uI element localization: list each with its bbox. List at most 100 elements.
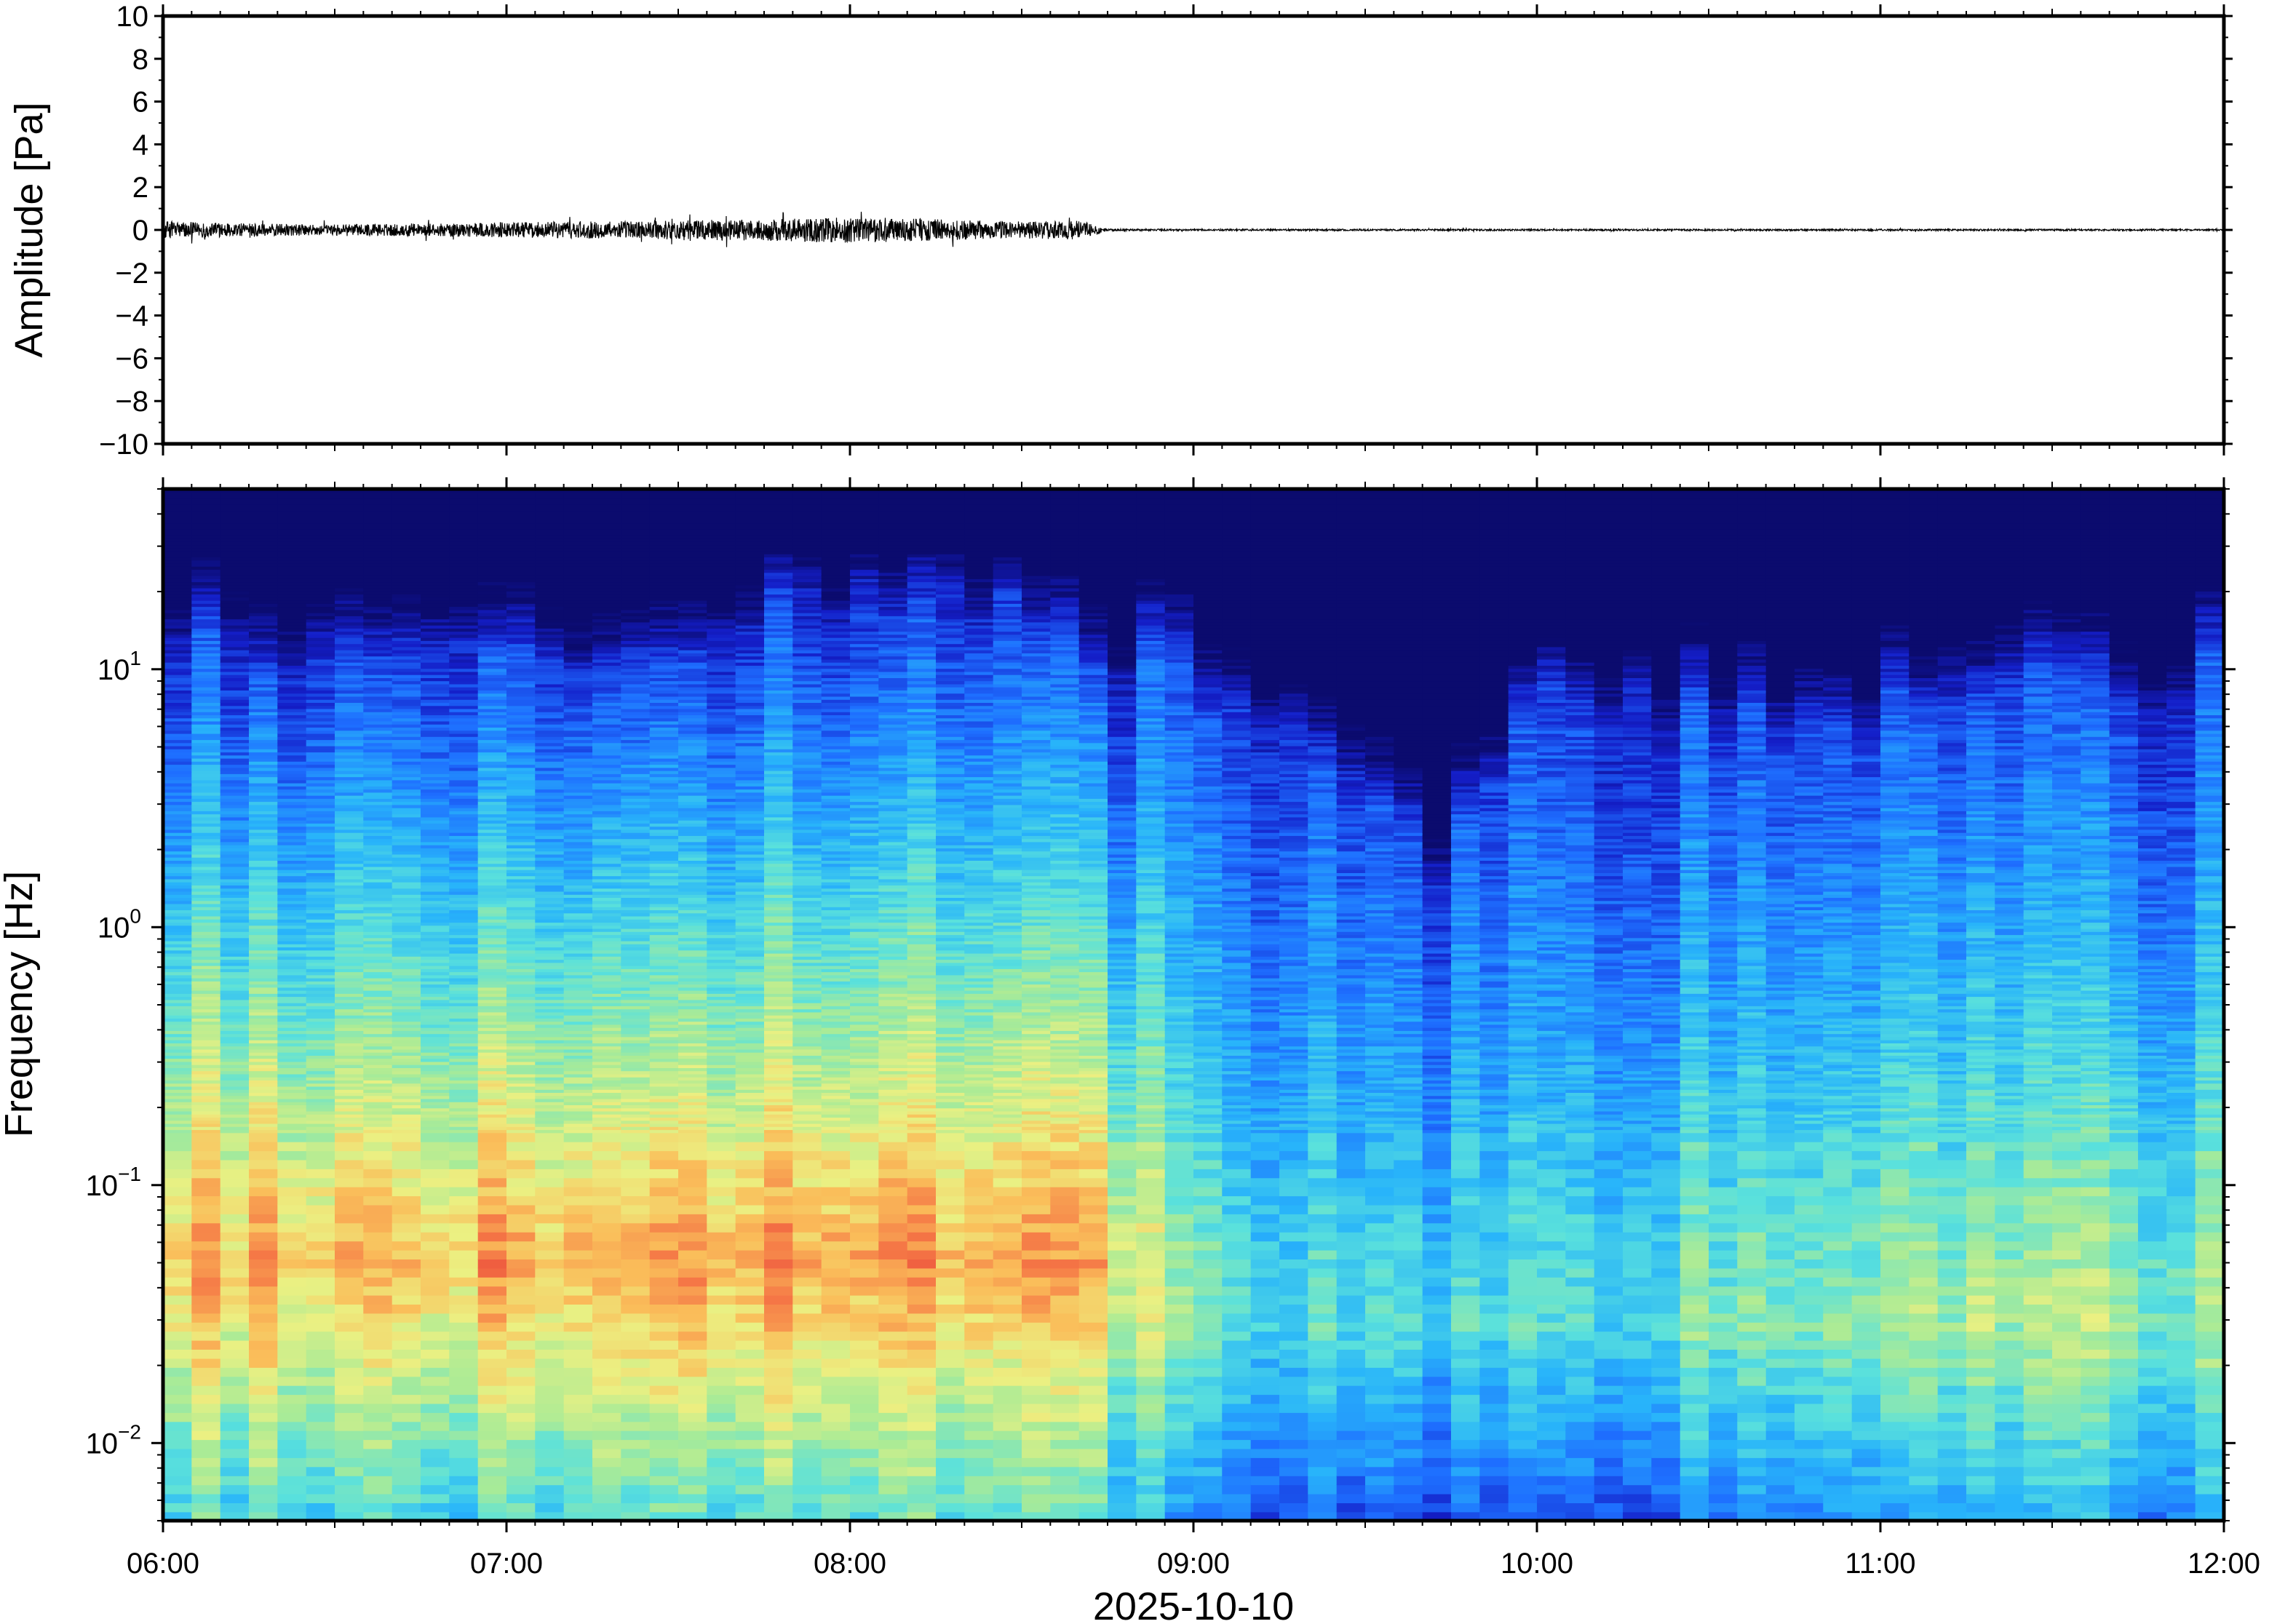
heatmap-cell [249, 1430, 279, 1441]
heatmap-cell [449, 1114, 479, 1118]
heatmap-cell [506, 1322, 536, 1332]
heatmap-cell [363, 940, 393, 944]
heatmap-cell [392, 628, 421, 632]
heatmap-cell [477, 609, 507, 613]
heatmap-cell [477, 1177, 507, 1187]
heatmap-cell [363, 872, 393, 877]
heatmap-cell [363, 686, 393, 690]
heatmap-cell [220, 819, 250, 824]
heatmap-cell [191, 1132, 221, 1142]
heatmap-cell [535, 1304, 565, 1314]
heatmap-cell [421, 739, 450, 744]
heatmap-cell [363, 962, 393, 966]
heatmap-cell [449, 875, 479, 880]
heatmap-cell [535, 764, 565, 768]
heatmap-cell [449, 557, 479, 561]
heatmap-cell [363, 937, 393, 942]
heatmap-cell [477, 1058, 507, 1062]
heatmap-cell [506, 1159, 536, 1169]
heatmap-cell [506, 807, 536, 811]
heatmap-cell [449, 1123, 479, 1127]
heatmap-cell [163, 544, 193, 549]
heatmap-cell [449, 581, 479, 586]
heatmap-cell [592, 1322, 622, 1332]
amplitude-y-axis-title: Amplitude [Pa] [7, 102, 51, 357]
heatmap-cell [363, 1061, 393, 1065]
heatmap-cell [363, 832, 393, 836]
heatmap-cell [335, 811, 365, 815]
heatmap-cell [449, 1014, 479, 1019]
heatmap-cell [506, 736, 536, 741]
heatmap-cell [363, 1493, 393, 1503]
heatmap-cell [335, 1259, 365, 1269]
heatmap-cell [421, 550, 450, 554]
heatmap-cell [335, 516, 365, 520]
heatmap-cell [249, 578, 279, 583]
heatmap-cell [535, 1376, 565, 1386]
heatmap-cell [449, 811, 479, 815]
heatmap-cell [392, 1385, 421, 1396]
heatmap-cell [506, 1249, 536, 1259]
heatmap-cell [563, 1304, 593, 1314]
heatmap-cell [477, 755, 507, 759]
heatmap-cell [477, 925, 507, 929]
heatmap-cell [621, 1195, 651, 1206]
heatmap-cell [449, 1358, 479, 1368]
heatmap-cell [421, 1358, 450, 1368]
heatmap-cell [477, 990, 507, 994]
heatmap-cell [163, 993, 193, 998]
heatmap-cell [477, 624, 507, 629]
heatmap-cell [163, 848, 193, 852]
heatmap-cell [363, 1439, 393, 1449]
heatmap-cell [249, 776, 279, 781]
heatmap-cell [277, 965, 307, 969]
heatmap-cell [249, 507, 279, 512]
heatmap-cell [220, 1101, 250, 1105]
heatmap-cell [449, 968, 479, 973]
heatmap-cell [449, 990, 479, 994]
heatmap-cell [392, 1095, 421, 1099]
heatmap-cell [649, 1195, 679, 1206]
heatmap-cell [277, 897, 307, 901]
heatmap-cell [163, 1511, 193, 1521]
heatmap-cell [363, 950, 393, 954]
heatmap-cell [220, 609, 250, 613]
heatmap-cell [449, 1039, 479, 1043]
heatmap-cell [306, 569, 335, 573]
heatmap-cell [449, 838, 479, 843]
heatmap-cell [191, 609, 221, 613]
heatmap-cell [449, 993, 479, 998]
heatmap-cell [506, 1439, 536, 1449]
heatmap-cell [421, 510, 450, 514]
heatmap-cell [277, 1070, 307, 1075]
heatmap-cell [506, 792, 536, 796]
heatmap-cell [477, 730, 507, 734]
heatmap-cell [449, 538, 479, 542]
heatmap-cell [277, 680, 307, 685]
heatmap-cell [220, 1277, 250, 1287]
heatmap-cell [363, 560, 393, 564]
heatmap-cell [535, 819, 565, 824]
heatmap-cell [220, 1476, 250, 1486]
heatmap-cell [506, 680, 536, 685]
heatmap-cell [249, 1322, 279, 1332]
heatmap-cell [249, 544, 279, 549]
heatmap-cell [477, 603, 507, 608]
heatmap-cell [421, 1067, 450, 1072]
heatmap-cell [191, 649, 221, 653]
heatmap-cell [392, 1358, 421, 1368]
heatmap-cell [191, 1110, 221, 1115]
heatmap-cell [535, 1006, 565, 1010]
heatmap-cell [306, 757, 335, 762]
heatmap-cell [477, 993, 507, 998]
heatmap-cell [421, 860, 450, 864]
heatmap-cell [220, 528, 250, 533]
heatmap-cell [506, 634, 536, 638]
heatmap-cell [363, 1476, 393, 1486]
heatmap-cell [249, 848, 279, 852]
heatmap-cell [163, 764, 193, 768]
heatmap-cell [277, 782, 307, 787]
heatmap-cell [220, 795, 250, 799]
heatmap-cell [163, 755, 193, 759]
heatmap-cell [506, 1064, 536, 1068]
